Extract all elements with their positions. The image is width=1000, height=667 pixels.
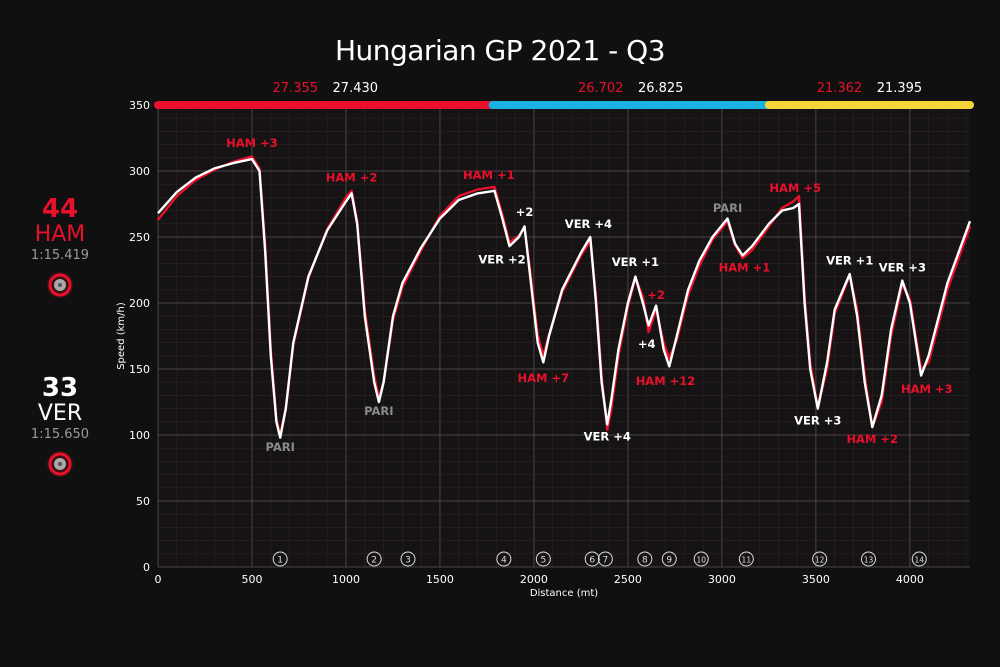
- annotation-label: HAM +2: [846, 432, 898, 446]
- driver-code: HAM: [34, 222, 86, 247]
- annotation-label: VER +3: [879, 260, 926, 274]
- corner-label: 4: [501, 556, 507, 566]
- x-tick-label: 1000: [332, 573, 360, 586]
- annotation-label: HAM +1: [719, 260, 771, 274]
- corner-marker: [597, 551, 613, 567]
- y-tick-label: 50: [136, 495, 150, 508]
- annotation-label: HAM +3: [226, 136, 278, 150]
- soft-tyre-icon: [47, 272, 73, 298]
- annotation-label: PARI: [364, 404, 393, 418]
- driver-number: 44: [41, 194, 79, 224]
- plot-area: [158, 105, 970, 567]
- sector-time-ver: 21.395: [877, 81, 923, 96]
- driver-laptime: 1:15.419: [30, 248, 90, 263]
- annotation-label: PARI: [265, 440, 294, 454]
- sector-time-ham: 27.355: [273, 81, 319, 96]
- corner-label: 13: [864, 556, 874, 565]
- chart-title: Hungarian GP 2021 - Q3: [334, 34, 666, 67]
- corner-marker: [496, 551, 512, 567]
- y-tick-label: 150: [129, 363, 150, 376]
- x-tick-label: 2500: [614, 573, 642, 586]
- corner-label: 8: [642, 556, 648, 566]
- corner-marker: [584, 551, 600, 567]
- x-tick-label: 500: [241, 573, 262, 586]
- annotation-label: +2: [647, 288, 665, 302]
- annotation-label: HAM +2: [326, 171, 378, 185]
- corner-marker: [366, 551, 382, 567]
- sector-time-ham: 21.362: [817, 81, 863, 96]
- annotation-label: +2: [516, 205, 534, 219]
- corner-marker: [272, 551, 288, 567]
- annotation-label: +4: [638, 337, 656, 351]
- annotation-label: HAM +12: [636, 374, 696, 388]
- x-tick-label: 3000: [708, 573, 736, 586]
- x-tick-label: 3500: [802, 573, 830, 586]
- corner-label: 14: [914, 556, 924, 565]
- annotation-label: VER +1: [826, 254, 873, 268]
- corner-marker: [738, 551, 754, 567]
- annotation-label: VER +1: [612, 255, 659, 269]
- corner-marker: [400, 551, 416, 567]
- corner-marker: [637, 551, 653, 567]
- annotation-label: HAM +1: [463, 168, 515, 182]
- x-tick-label: 2000: [520, 573, 548, 586]
- sector-time-ver: 27.430: [333, 81, 379, 96]
- y-tick-label: 100: [129, 429, 150, 442]
- x-tick-label: 0: [155, 573, 162, 586]
- annotation-label: VER +4: [565, 217, 612, 231]
- corner-marker: [693, 551, 709, 567]
- corner-label: 10: [696, 556, 706, 565]
- y-tick-label: 250: [129, 231, 150, 244]
- corner-marker: [911, 551, 927, 567]
- driver-card-ham: 44 HAM 1:15.419: [0, 196, 120, 299]
- annotation-label: VER +4: [584, 429, 631, 443]
- corner-label: 2: [371, 556, 377, 566]
- soft-tyre-icon: [47, 451, 73, 477]
- corner-label: 7: [602, 556, 608, 566]
- corner-marker: [861, 551, 876, 567]
- y-tick-label: 350: [129, 99, 150, 112]
- driver-card-ver: 33 VER 1:15.650: [0, 375, 120, 478]
- annotation-label: VER +2: [478, 252, 525, 266]
- x-tick-label: 4000: [896, 573, 924, 586]
- corner-label: 11: [742, 556, 752, 565]
- corner-label: 5: [540, 556, 546, 566]
- x-tick-label: 1500: [426, 573, 454, 586]
- x-axis-label: Distance (mt): [530, 588, 598, 599]
- annotation-label: PARI: [713, 201, 742, 215]
- driver-code: VER: [37, 401, 83, 426]
- driver-laptime: 1:15.650: [30, 427, 90, 442]
- series-line-ver: [157, 157, 972, 439]
- driver-number: 33: [41, 373, 79, 403]
- y-tick-label: 300: [129, 165, 150, 178]
- sector-time-ver: 26.825: [638, 81, 684, 96]
- sector-time-ham: 26.702: [578, 81, 624, 96]
- corner-marker: [535, 551, 551, 567]
- y-tick-label: 0: [143, 561, 150, 574]
- corner-marker: [812, 551, 828, 567]
- corner-marker: [661, 551, 677, 567]
- annotation-label: HAM +3: [901, 382, 953, 396]
- annotation-label: HAM +5: [769, 181, 821, 195]
- corner-label: 3: [405, 556, 411, 566]
- y-axis-label: Speed (km/h): [116, 302, 127, 370]
- y-tick-label: 200: [129, 297, 150, 310]
- corner-label: 9: [666, 556, 672, 566]
- corner-label: 1: [277, 556, 283, 566]
- annotation-label: VER +3: [794, 413, 841, 427]
- annotation-label: HAM +7: [518, 371, 570, 385]
- corner-label: 6: [589, 556, 595, 566]
- corner-label: 12: [815, 556, 825, 565]
